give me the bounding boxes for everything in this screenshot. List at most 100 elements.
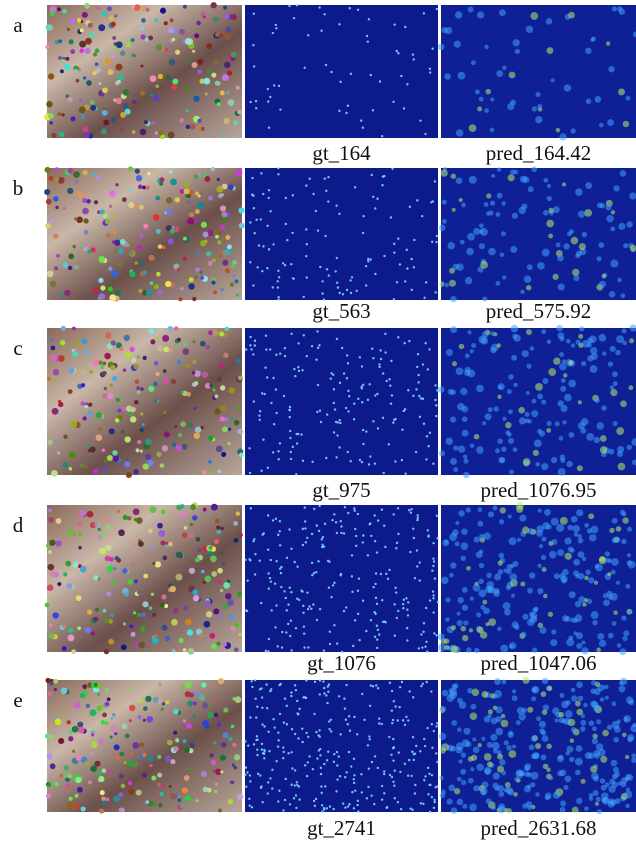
photo-texture [134,4,140,10]
density-dot [394,418,396,420]
photo-texture [79,106,86,113]
density-dot [419,416,421,418]
density-dot [490,734,497,741]
density-dot [529,744,535,750]
density-dot [610,385,615,390]
photo-texture [92,287,99,294]
density-dot [367,260,369,262]
density-dot [322,680,324,682]
density-dot [393,785,395,787]
photo-texture [192,360,196,364]
density-dot [486,193,491,198]
density-dot [298,599,300,601]
photo-texture [134,400,138,404]
density-dot [546,220,554,228]
photo-texture [90,631,95,636]
density-dot [376,551,378,553]
density-dot [479,563,484,568]
photo-texture [67,720,71,724]
density-dot [263,725,265,727]
density-dot [383,175,385,177]
photo-texture [188,766,194,772]
photo-texture [220,527,224,531]
density-dot [362,429,364,431]
density-dot [610,346,616,352]
density-dot [407,614,409,616]
density-dot [466,647,472,653]
photo-texture [121,430,124,433]
density-dot [581,641,585,645]
density-dot [295,689,297,691]
density-dot [607,119,614,126]
photo-texture [169,170,172,173]
density-dot [301,728,303,730]
density-dot [573,570,579,576]
density-dot [275,518,277,520]
density-dot [391,690,393,692]
density-dot [392,719,394,721]
density-dot [609,779,615,785]
photo-texture [236,358,241,363]
photo-texture [113,796,120,803]
density-dot [472,689,480,697]
photo-texture [133,611,136,614]
density-dot [601,405,607,411]
photo-texture [107,6,112,11]
density-dot [280,586,282,588]
density-dot [451,625,456,630]
density-dot [587,343,592,348]
photo-texture [47,377,51,381]
photo-texture [98,360,102,364]
density-dot [326,413,328,415]
density-dot [617,278,622,283]
density-dot [473,746,480,753]
density-dot [595,96,602,103]
density-dot [438,43,445,50]
density-dot [294,684,296,686]
density-dot [314,805,316,807]
density-dot [407,601,409,603]
density-dot [467,233,475,241]
density-dot [571,343,575,347]
photo-texture [209,384,212,387]
density-dot [375,684,377,686]
photo-texture [69,467,72,470]
density-dot [600,435,607,442]
density-dot [516,769,523,776]
photo-texture [143,719,146,722]
photo-texture [53,369,59,375]
density-dot [578,538,584,544]
density-dot [245,766,247,768]
photo-texture [173,709,179,715]
photo-texture [77,18,82,23]
photo-texture [145,454,151,460]
photo-texture [110,613,115,618]
photo-texture [61,326,66,331]
density-dot [576,340,581,345]
density-dot [527,805,532,810]
density-dot [389,774,391,776]
density-dot [541,463,548,470]
figure: agt_164pred_164.42bgt_563pred_575.92cgt_… [0,0,636,841]
photo-texture [68,389,73,394]
density-dot [294,769,296,771]
density-dot [416,519,418,521]
photo-texture [110,383,113,386]
density-dot [531,410,538,417]
photo-texture [48,508,52,512]
photo-texture [193,702,197,706]
density-dot [293,17,295,19]
density-dot [245,785,247,787]
density-dot [293,784,295,786]
density-dot [508,732,514,738]
density-dot [611,210,615,214]
density-dot [578,334,583,339]
photo-texture [57,582,61,586]
density-dot [261,392,263,394]
density-dot [367,744,369,746]
density-dot [255,739,257,741]
density-dot [313,800,315,802]
density-dot [273,84,275,86]
density-dot [625,804,629,808]
density-dot [294,561,296,563]
